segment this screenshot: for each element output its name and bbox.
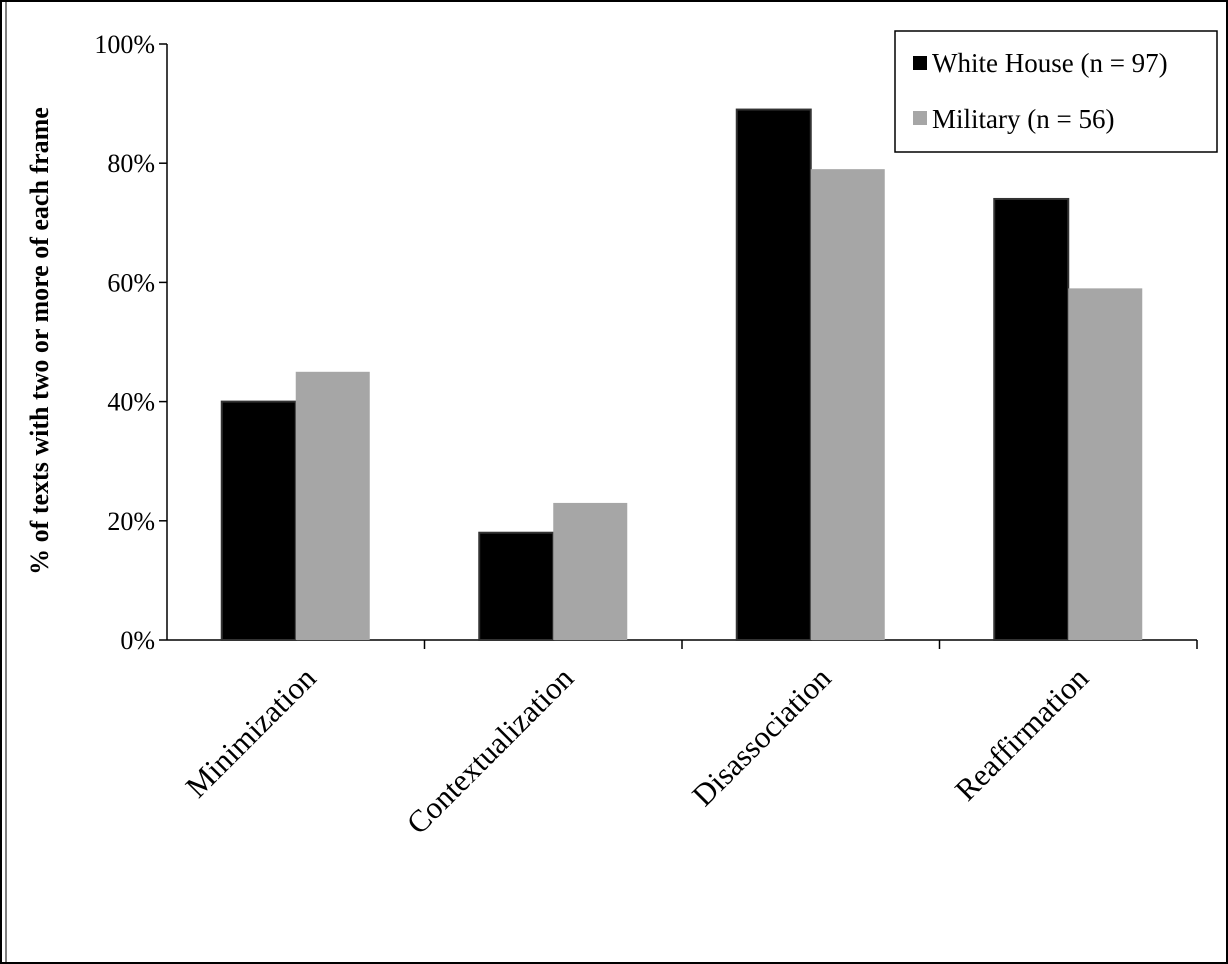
bar-minimization-white-house (220, 400, 297, 641)
y-tick-label: 20% (107, 507, 155, 536)
bar-contextualization-white-house (478, 531, 555, 641)
plot-area: 0%20%40%60%80%100%Minimization Contextual… (94, 30, 1198, 841)
bar-minimization-military (295, 371, 370, 640)
y-axis-title: % of texts with two or more of each fram… (25, 107, 54, 575)
bar-disassociation-white-house (735, 108, 812, 641)
y-tick-label: 100% (94, 30, 155, 59)
bar-contextualization-military (553, 502, 628, 640)
bar-reaffirmation-military (1068, 288, 1143, 640)
legend-label-military: Military (n = 56) (932, 104, 1114, 134)
legend: White House (n = 97) Military (n = 56) (894, 30, 1218, 153)
y-tick-label: 40% (107, 388, 155, 417)
y-tick-label: 80% (107, 149, 155, 178)
legend-swatch-military (913, 111, 927, 125)
y-tick-label: 0% (120, 626, 155, 655)
y-tick-label: 60% (107, 268, 155, 297)
legend-box (894, 30, 1218, 153)
legend-swatch-white-house (913, 56, 927, 70)
bar-reaffirmation-white-house (993, 197, 1070, 642)
bar-disassociation-military (810, 169, 885, 640)
legend-label-white-house: White House (n = 97) (932, 48, 1168, 78)
